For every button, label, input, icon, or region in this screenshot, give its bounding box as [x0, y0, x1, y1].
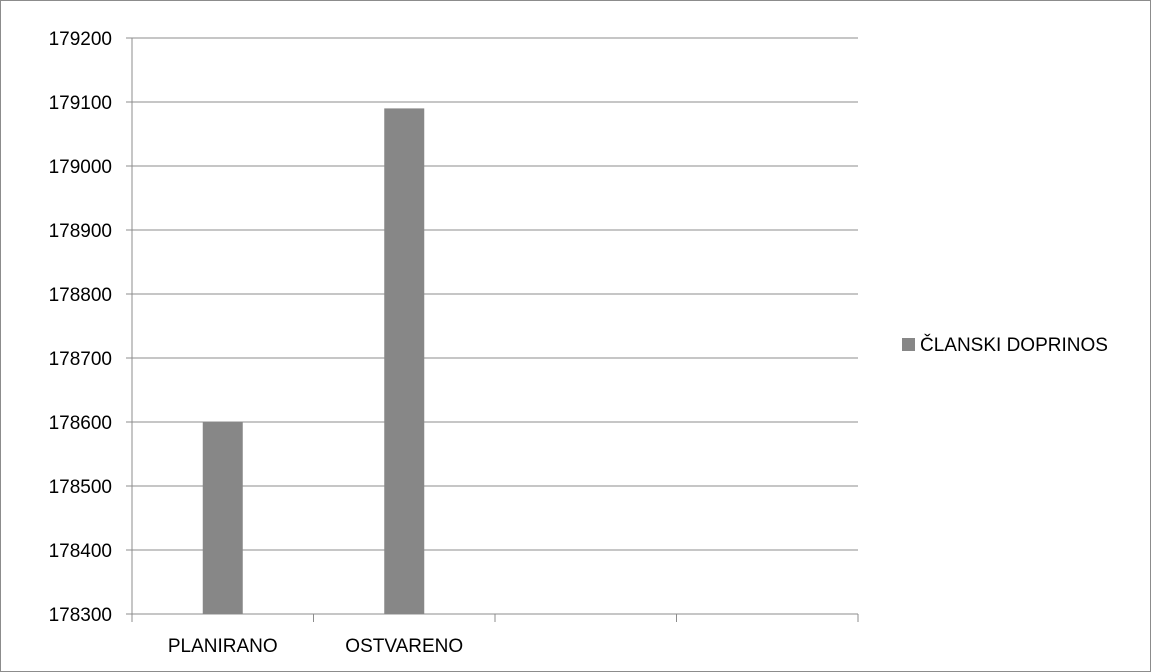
bar-ostvareno [384, 108, 425, 615]
x-category-label: PLANIRANO [168, 636, 278, 657]
x-category-label: OSTVARENO [345, 636, 463, 657]
legend-label: ČLANSKI DOPRINOS [920, 334, 1108, 356]
gridlines [126, 37, 858, 615]
bar-planirano [202, 422, 243, 614]
y-tick-label: 179000 [49, 157, 112, 178]
y-tick-label: 178800 [49, 285, 112, 306]
legend-swatch [902, 338, 915, 351]
y-tick-label: 178900 [49, 221, 112, 242]
x-axis: PLANIRANO OSTVARENO [131, 38, 859, 657]
y-tick-label: 179200 [49, 29, 112, 50]
y-tick-label: 178500 [49, 477, 112, 498]
y-tick-label: 178300 [49, 605, 112, 626]
y-tick-label: 178400 [49, 541, 112, 562]
bars [202, 108, 425, 615]
y-tick-label: 178700 [49, 349, 112, 370]
y-axis-ticks: 179200 179100 179000 178900 178800 178700 1786… [49, 29, 112, 626]
y-tick-label: 179100 [49, 93, 112, 114]
y-tick-label: 178600 [49, 413, 112, 434]
legend: ČLANSKI DOPRINOS [902, 334, 1108, 356]
